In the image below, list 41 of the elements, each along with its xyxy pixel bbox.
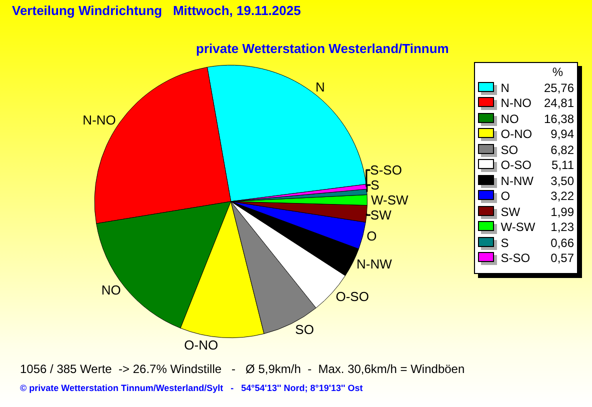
slice-label: N-NW [356,256,393,272]
legend-label: O-SO [500,158,532,174]
legend-label: SW [500,204,522,220]
legend-title: % [551,65,564,80]
slice-label: N-NO [82,112,116,128]
data-label: 1,99 [550,204,575,220]
slice-label: W-SW [370,192,409,208]
legend-label: NO [500,112,520,127]
slice-label: SO [295,322,314,338]
text: © private Wetterstation Tinnum/Westerland/Sylt - 54°54'13'' Nord; 8°19'13'' Ost [20,383,363,393]
legend-label: N [500,80,510,96]
slice-label: O-SO [336,288,369,304]
slice-label: SW [370,208,392,223]
data-label: 3,22 [550,189,575,204]
chart-subtitle: private Wetterstation Westerland/Tinnum [196,41,449,56]
data-label: 3,50 [550,174,575,189]
data-label: 16,38 [542,112,575,127]
legend-label: O-NO [500,127,534,142]
chart-title: Verteilung Windrichtung Mittwoch, 19.11.2025 [12,3,301,18]
data-label: 1,23 [550,220,575,236]
legend-label: W-SW [500,220,536,236]
slice-label: N [315,79,325,94]
slice-label: O-NO [184,337,218,352]
slice-label: S-SO [370,162,402,178]
data-label: 25,76 [542,80,575,96]
category-label: O [366,228,377,244]
legend-label: O [500,189,512,204]
legend-label: S-SO [500,251,532,266]
legend-label: S [500,236,510,251]
legend-label: N-NO [500,96,532,112]
slice-label: S [370,178,380,193]
data-label: 9,94 [550,127,575,142]
legend-label: SO [500,142,520,158]
data-label: 0,57 [550,251,575,266]
slice-label: NO [101,282,121,298]
legend-label: N-NW [500,174,534,189]
data-label: 0,66 [550,236,575,251]
text: 1056 / 385 Werte -> 26.7% Windstille - Ø 5,9km/h - Max. 30,6km/h = Windböen [20,362,465,376]
data-label: 24,81 [542,96,575,112]
data-label: 6,82 [550,142,575,158]
data-label: 5,11 [550,158,575,174]
